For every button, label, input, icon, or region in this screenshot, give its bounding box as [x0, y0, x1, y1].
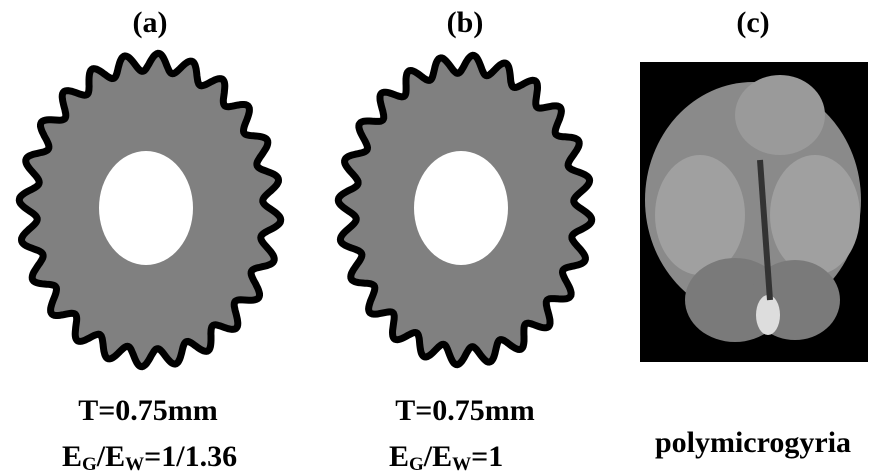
brain-photo — [640, 62, 868, 362]
subscript: W — [125, 454, 144, 471]
text: =1/1.36 — [144, 440, 237, 471]
subscript: W — [452, 454, 471, 471]
text: =1 — [471, 440, 503, 471]
caption-line: EG/EW=1 — [389, 440, 503, 471]
figure: (a) (b) (c) T=0.75mm EG/EW=1/1.36 T=0.75… — [0, 0, 870, 471]
subscript: G — [409, 454, 424, 471]
panel-label: (c) — [736, 6, 769, 39]
subscript: G — [82, 454, 97, 471]
text: E — [62, 440, 82, 471]
gear-hole — [99, 151, 193, 265]
caption-line: T=0.75mm — [78, 394, 218, 427]
caption-line: T=0.75mm — [395, 394, 535, 427]
gear-models — [19, 53, 591, 366]
panel-label: (a) — [133, 6, 168, 39]
gear-hole — [414, 151, 508, 265]
caption-line: polymicrogyria — [655, 426, 851, 459]
text: E — [389, 440, 409, 471]
text: /E — [423, 440, 452, 471]
caption-line: EG/EW=1/1.36 — [62, 440, 237, 471]
panel-label: (b) — [447, 6, 484, 39]
text: /E — [96, 440, 125, 471]
